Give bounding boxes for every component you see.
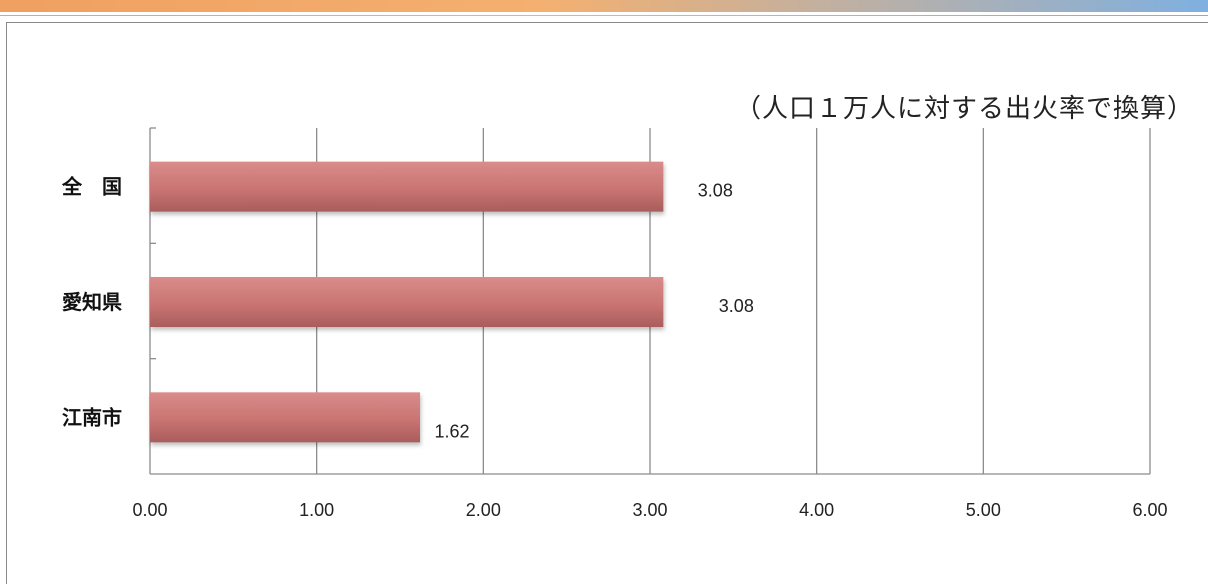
y-category-label: 愛知県 <box>62 290 122 314</box>
x-tick-label: 6.00 <box>1132 500 1167 520</box>
data-label: 3.08 <box>719 296 754 316</box>
chart-note: （人口１万人に対する出火率で換算） <box>734 94 1194 124</box>
bar <box>150 392 420 443</box>
data-label: 1.62 <box>434 421 469 441</box>
top-decorative-band <box>0 0 1208 16</box>
y-category-label: 全 国 <box>61 175 122 199</box>
x-tick-label: 4.00 <box>799 500 834 520</box>
data-label: 3.08 <box>698 181 733 201</box>
y-category-label: 江南市 <box>62 405 122 429</box>
x-tick-label: 1.00 <box>299 500 334 520</box>
x-tick-label: 2.00 <box>466 500 501 520</box>
x-tick-label: 5.00 <box>966 500 1001 520</box>
x-tick-label: 3.00 <box>632 500 667 520</box>
bar <box>150 161 664 212</box>
bar <box>150 277 664 327</box>
x-tick-label: 0.00 <box>132 500 167 520</box>
